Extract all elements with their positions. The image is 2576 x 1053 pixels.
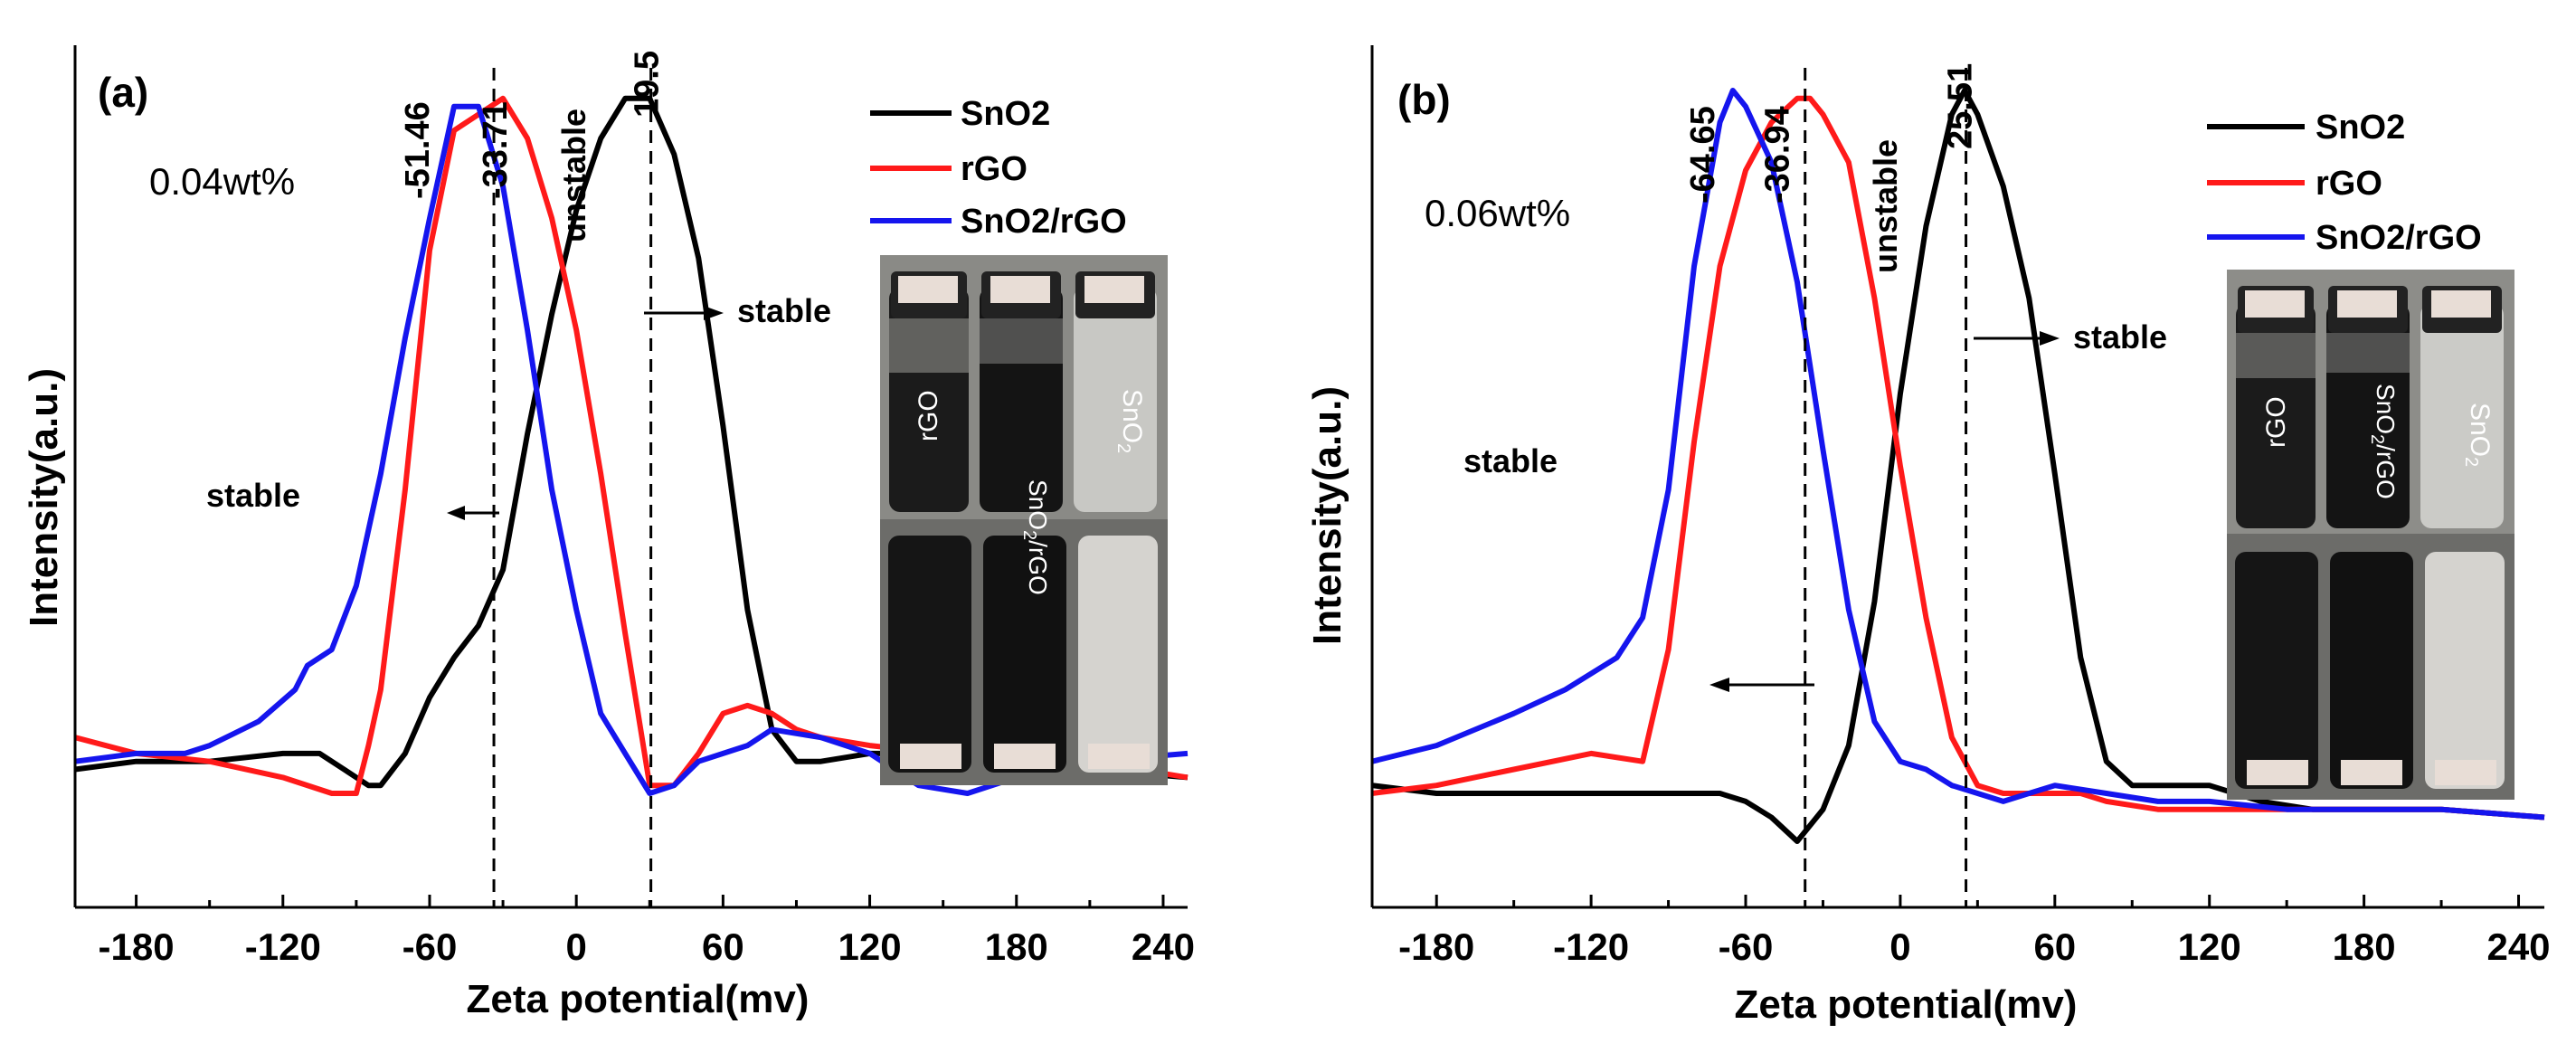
peak-label: -36.94: [1759, 106, 1797, 204]
panel-b-legend: SnO2 rGO SnO2/rGO: [2207, 109, 2482, 257]
legend-label-sno2: SnO2: [2316, 109, 2405, 147]
x-tick-label: -180: [99, 925, 175, 968]
panel-b-axes: [1370, 45, 2544, 909]
panel-b-xlabel: Zeta potential(mv): [1735, 982, 2078, 1027]
panel-a-arrow-right: [644, 306, 724, 320]
peak-label: 19.5: [629, 51, 667, 118]
legend-label-sno2-rgo: SnO2/rGO: [961, 203, 1127, 241]
panel-b-peak-labels: -64.65 -36.94 25.51: [1684, 63, 1980, 204]
panel-a-axes: [73, 45, 1188, 909]
vial-label-sno2-a: SnO2: [1113, 389, 1147, 453]
panel-b-arrow-left: [1709, 678, 1814, 692]
legend-label-rgo: rGO: [2316, 165, 2382, 203]
panel-b-ticks: -180 -120 -60 0 60 120 180 240: [1398, 895, 2551, 968]
x-tick-label: -180: [1398, 925, 1474, 968]
panel-b-vials-photo: rGO SnO2/rGO SnO2: [2227, 270, 2514, 800]
x-tick-label: -120: [245, 925, 321, 968]
peak-label: -33.71: [477, 101, 515, 199]
panel-a-ylabel: Intensity(a.u.): [22, 368, 66, 627]
panel-b-concentration: 0.06wt%: [1425, 192, 1570, 234]
x-tick-label: 120: [838, 925, 902, 968]
panel-a-curves: [74, 95, 1189, 796]
panel-a-xlabel: Zeta potential(mv): [467, 977, 810, 1021]
panel-a-annotation-unstable: unstable: [555, 109, 592, 242]
series-line-sno2: [1371, 88, 2545, 844]
panel-a-annotation-stable-right: stable: [737, 292, 831, 329]
x-tick-label: 240: [2486, 925, 2550, 968]
series-line-rgo: [1371, 95, 2545, 821]
series-line-sno2: [74, 95, 1189, 789]
legend-label-rgo: rGO: [961, 150, 1028, 188]
panel-a-dashed-lines: [492, 68, 653, 907]
legend-label-sno2-rgo: SnO2/rGO: [2316, 219, 2482, 257]
panel-a-peak-labels: -51.46 -33.71 19.5: [399, 51, 666, 199]
x-tick-label: 180: [2333, 925, 2396, 968]
panel-a: -180 -120 -60 0 60 120 180 240 -51.46 -33.71 19.5…: [22, 45, 1195, 1021]
series-line-sno2-rgo: [74, 103, 1189, 796]
x-tick-label: 240: [1132, 925, 1195, 968]
x-tick-label: 60: [2033, 925, 2076, 968]
panel-b-label: (b): [1397, 76, 1451, 123]
panel-a-ticks: -180 -120 -60 0 60 120 180 240: [99, 895, 1195, 968]
x-tick-label: -120: [1553, 925, 1629, 968]
panel-b-arrow-right: [1974, 331, 2060, 346]
x-tick-label: 0: [1889, 925, 1910, 968]
vial-label-rgo-a: rGO: [914, 390, 943, 441]
panel-b-annotation-unstable: unstable: [1867, 139, 1904, 273]
panel-a-vials-photo: rGO SnO2/rGO SnO2: [880, 255, 1168, 785]
panel-b-annotation-stable-right: stable: [2073, 318, 2167, 356]
panel-b-ylabel: Intensity(a.u.): [1305, 386, 1350, 645]
series-line-sno2-rgo: [1371, 88, 2545, 821]
x-tick-label: -60: [402, 925, 458, 968]
panel-a-arrow-left: [447, 506, 499, 520]
legend-label-sno2: SnO2: [961, 95, 1050, 133]
panel-a-label: (a): [98, 69, 148, 116]
x-tick-label: 60: [702, 925, 744, 968]
x-tick-label: 120: [2178, 925, 2241, 968]
panel-a-legend: SnO2 rGO SnO2/rGO: [870, 95, 1127, 241]
panel-b: -180 -120 -60 0 60 120 180 240 -64.65 -36.94 25.5…: [1305, 45, 2551, 1027]
panel-b-dashed-lines: [1804, 68, 1968, 907]
x-tick-label: 0: [565, 925, 586, 968]
peak-label: -64.65: [1684, 106, 1722, 204]
x-tick-label: 180: [985, 925, 1048, 968]
x-tick-label: -60: [1719, 925, 1774, 968]
peak-label: -51.46: [399, 101, 437, 199]
panel-a-annotation-stable-left: stable: [206, 477, 300, 514]
panel-b-annotation-stable-left: stable: [1463, 442, 1558, 479]
vial-label-sno2-b: SnO2: [2461, 403, 2495, 467]
vial-label-rgo-b: rGO: [2261, 396, 2291, 448]
peak-label: 25.51: [1942, 63, 1980, 149]
panel-b-curves: [1371, 88, 2545, 844]
panel-a-concentration: 0.04wt%: [149, 160, 295, 203]
